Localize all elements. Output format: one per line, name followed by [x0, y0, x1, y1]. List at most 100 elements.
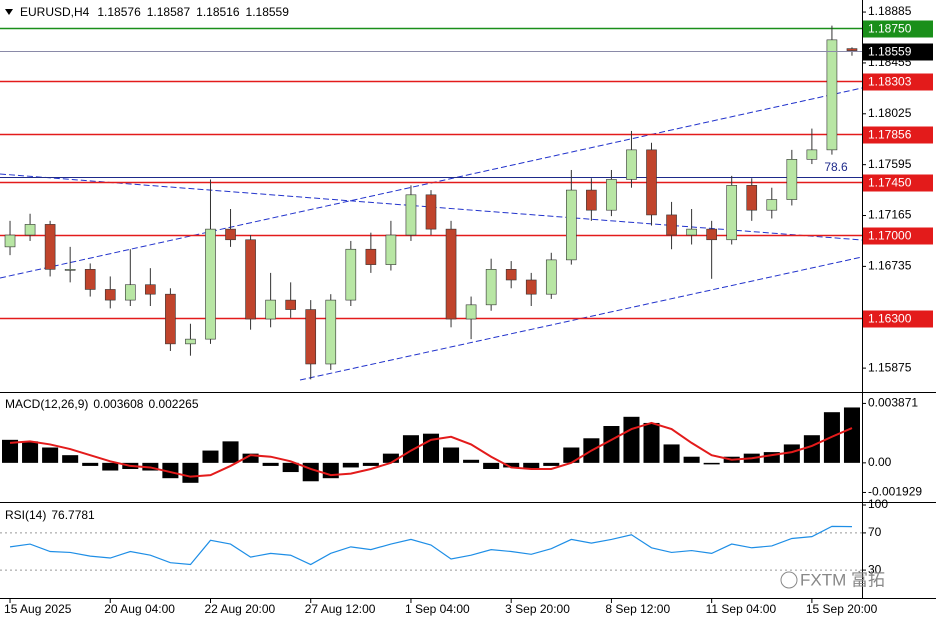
macd-bar	[463, 459, 480, 463]
candle-body	[285, 299, 296, 310]
candle-body	[465, 304, 477, 320]
macd-bar	[242, 453, 259, 463]
candle-body	[385, 234, 397, 265]
candle-body	[165, 293, 176, 345]
y-tick-label: 0.003871	[868, 396, 918, 410]
candle-body	[145, 284, 156, 295]
macd-bar	[42, 447, 59, 463]
low: 1.18516	[196, 5, 240, 19]
candle-body	[766, 199, 778, 211]
candle-body	[325, 299, 337, 365]
candle-body	[726, 185, 738, 241]
candle-body	[686, 228, 697, 236]
candle-body	[345, 248, 357, 301]
y-tick-label: 30	[868, 562, 882, 576]
symbol: EURUSD,H4	[20, 5, 90, 19]
candle-body	[806, 149, 818, 160]
level-label: 1.16300	[868, 312, 912, 326]
y-tick-label: -0.001929	[868, 485, 922, 499]
macd-bar	[382, 453, 399, 463]
macd-bar	[282, 462, 299, 473]
macd-bar	[22, 441, 39, 463]
candle-body	[746, 185, 758, 211]
menu-arrow[interactable]	[5, 9, 13, 15]
y-tick-label: 70	[868, 525, 882, 539]
time-axis: 15 Aug 2025 20 Aug 04:00 22 Aug 20:00 27 Au…	[4, 598, 878, 616]
macd-bar	[443, 447, 460, 463]
fib-label: 78.6	[824, 160, 848, 174]
candle-body	[245, 239, 256, 320]
candle-body	[846, 48, 858, 51]
y-tick-label: 1.17595	[868, 157, 912, 171]
macd-bar	[543, 462, 560, 466]
current-price-box	[863, 43, 933, 61]
level-box	[863, 174, 933, 192]
macd-bar	[763, 452, 780, 463]
macd-bar	[843, 407, 860, 463]
y-tick-label: 0.00	[868, 455, 892, 469]
macd-bar	[82, 462, 99, 466]
open: 1.18576	[97, 5, 141, 19]
macd-bar	[523, 462, 540, 469]
rsi-title: RSI(14)	[5, 508, 46, 522]
x-tick-label: 22 Aug 20:00	[204, 602, 275, 616]
x-tick-label: 15 Aug 2025	[4, 602, 72, 616]
level-label: 1.18303	[868, 75, 912, 89]
candle-body	[64, 269, 76, 271]
candle-body	[445, 228, 457, 320]
candle-body	[425, 194, 437, 230]
candle-body	[305, 309, 317, 365]
price-panel: 1.188851.184551.180251.175951.171651.167…	[0, 4, 933, 380]
candle-body	[586, 189, 597, 211]
macd-bar	[102, 462, 119, 471]
candle-body	[545, 259, 557, 295]
candle-body	[205, 228, 216, 340]
level-box	[863, 20, 933, 38]
watermark-logo	[780, 571, 798, 589]
macd-bar	[643, 422, 660, 463]
signal-line	[9, 421, 853, 478]
level-label: 1.18750	[868, 22, 912, 36]
high: 1.18587	[147, 5, 191, 19]
y-tick-label: 1.18025	[868, 106, 912, 120]
macd-bar	[563, 447, 580, 463]
x-tick-label: 1 Sep 04:00	[405, 602, 470, 616]
macd-bar	[703, 462, 720, 465]
macd-title: MACD(12,26,9)	[5, 397, 88, 411]
y-tick-label: 100	[868, 497, 888, 511]
level-box	[863, 227, 933, 245]
close: 1.18559	[246, 5, 290, 19]
candle-body	[365, 248, 377, 265]
x-tick-label: 27 Aug 12:00	[305, 602, 376, 616]
watermark: FXTM 富拓	[800, 570, 885, 589]
y-tick-label: 1.16735	[868, 259, 912, 273]
candle-body	[485, 269, 497, 306]
macd-bar	[62, 455, 79, 463]
candle-body	[84, 269, 96, 290]
x-tick-label: 20 Aug 04:00	[104, 602, 175, 616]
macd-bar	[402, 435, 419, 463]
candle-body	[606, 179, 617, 211]
candle-body	[185, 338, 196, 345]
candle-body	[525, 279, 537, 295]
macd-bar	[783, 444, 800, 463]
macd-bar	[162, 462, 179, 479]
candle-body	[666, 214, 677, 236]
macd-header: MACD(12,26,9) 0.003608 0.002265	[5, 397, 199, 411]
candle-body	[104, 289, 116, 301]
level-label: 1.17856	[868, 128, 912, 142]
y-tick-label: 1.18885	[868, 4, 912, 18]
candle-body	[505, 269, 517, 281]
candle-body	[44, 224, 56, 270]
current-price-label: 1.18559	[868, 45, 912, 59]
candle-body	[265, 299, 276, 320]
level-box	[863, 310, 933, 328]
candle-body	[786, 159, 798, 200]
signal-value: 0.002265	[148, 397, 198, 411]
rsi-header: RSI(14) 76.7781	[5, 508, 95, 522]
level-label: 1.17450	[868, 176, 912, 190]
macd-bar	[302, 462, 319, 482]
y-tick-label: 1.15875	[868, 360, 912, 374]
macd-bar	[222, 441, 239, 463]
